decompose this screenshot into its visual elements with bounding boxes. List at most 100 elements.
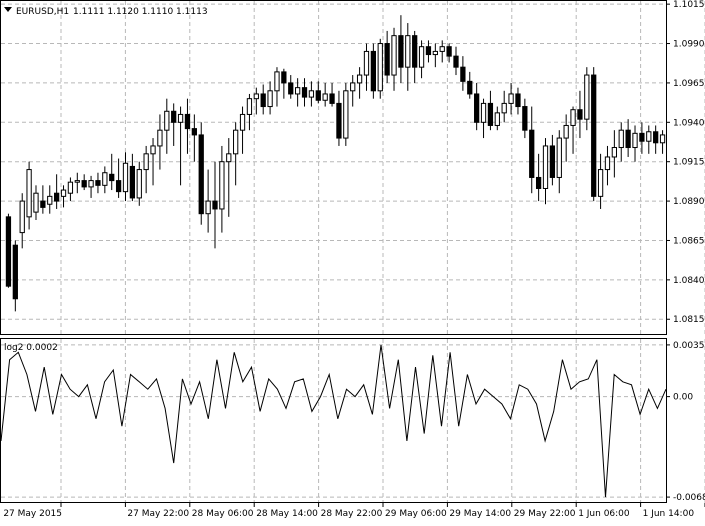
candle: [563, 114, 569, 162]
candle: [260, 84, 266, 115]
candle-body: [150, 145, 156, 155]
candle-body: [88, 180, 94, 188]
candles: [5, 15, 666, 312]
candle: [88, 175, 94, 198]
candle: [632, 125, 638, 162]
symbol-title: EURUSD,H1: [16, 7, 69, 17]
candle-body: [171, 110, 177, 123]
candle: [212, 161, 218, 249]
price-tick-label: 1.0940: [673, 118, 705, 128]
candle-body: [467, 80, 473, 95]
candle-body: [377, 43, 383, 92]
candle-body: [5, 216, 12, 287]
candle: [494, 106, 500, 131]
candle-body: [439, 46, 445, 52]
time-tick-label: 1 Jun 14:00: [643, 509, 695, 519]
candle-body: [639, 132, 645, 142]
candle: [363, 43, 370, 91]
candle-body: [632, 132, 638, 149]
candle-body: [370, 50, 377, 92]
candle: [47, 185, 53, 214]
candle-body: [60, 189, 67, 197]
candle: [418, 40, 425, 79]
candle: [350, 75, 356, 107]
price-tick-label: 1.0865: [673, 236, 705, 246]
candle-body: [157, 129, 163, 147]
candle-body: [611, 147, 617, 158]
candle: [301, 78, 308, 107]
candle: [74, 172, 80, 194]
candle: [391, 27, 397, 91]
candle-body: [308, 90, 315, 98]
candle-body: [281, 71, 287, 84]
ohlc-values: 1.1111 1.1120 1.1110 1.1113: [73, 7, 208, 17]
candle-body: [446, 46, 452, 57]
candle: [26, 161, 32, 230]
candle-body: [226, 153, 232, 163]
candle-body: [659, 134, 666, 144]
candle-body: [260, 93, 266, 108]
candle-body: [549, 145, 556, 178]
price-tick-label: 1.0815: [673, 315, 705, 325]
candle: [288, 75, 294, 99]
candle-body: [522, 106, 528, 131]
candle: [54, 174, 60, 209]
candle: [253, 87, 259, 115]
candle: [556, 130, 562, 194]
candle-body: [315, 90, 321, 101]
dropdown-triangle-icon[interactable]: [4, 7, 12, 12]
candle-body: [294, 87, 301, 95]
price-panel-frame: [0, 0, 667, 335]
time-tick-label: 29 May 22:00: [514, 509, 576, 519]
candle-body: [81, 180, 87, 188]
candle-body: [253, 93, 259, 100]
candle: [95, 172, 101, 194]
candle: [205, 169, 211, 233]
candle-body: [74, 180, 80, 183]
candle-body: [460, 66, 466, 82]
candle-body: [391, 35, 397, 76]
candle: [81, 174, 87, 191]
candle-body: [542, 145, 549, 189]
candle-body: [184, 113, 191, 130]
candle-body: [336, 102, 342, 139]
candle-body: [136, 169, 142, 199]
candle: [591, 67, 597, 202]
candle: [109, 153, 115, 191]
candle: [584, 67, 590, 131]
candle: [522, 98, 528, 139]
price-tick-label: 1.0840: [673, 276, 705, 286]
candle: [425, 40, 432, 63]
candle-body: [653, 131, 659, 144]
candle-body: [646, 131, 652, 142]
candle-body: [67, 181, 74, 194]
candle-body: [570, 109, 576, 126]
candle-body: [474, 93, 480, 123]
price-tick-label: 1.1015: [673, 0, 705, 10]
time-tick-label: 27 May 2015: [3, 509, 62, 519]
price-tick-label: 1.0915: [673, 158, 705, 168]
candle: [143, 145, 149, 194]
candle: [446, 43, 452, 63]
candle: [322, 82, 328, 107]
candle: [625, 119, 631, 157]
candle-body: [191, 128, 197, 136]
indicator-label: log2 0.0002: [4, 343, 58, 353]
candle-body: [95, 180, 101, 186]
candle-body: [143, 153, 149, 171]
candle: [67, 177, 74, 202]
candle-body: [33, 192, 39, 213]
candle-body: [122, 162, 129, 193]
candle-body: [384, 43, 390, 76]
candle: [233, 122, 239, 186]
candle: [542, 138, 549, 205]
candle-body: [219, 161, 225, 210]
candle: [198, 122, 204, 225]
candle: [487, 90, 494, 131]
candle: [115, 158, 122, 198]
candle-body: [535, 176, 542, 189]
candle-body: [109, 173, 115, 182]
candle: [653, 125, 659, 154]
candle-body: [356, 74, 363, 84]
candle: [239, 106, 246, 154]
